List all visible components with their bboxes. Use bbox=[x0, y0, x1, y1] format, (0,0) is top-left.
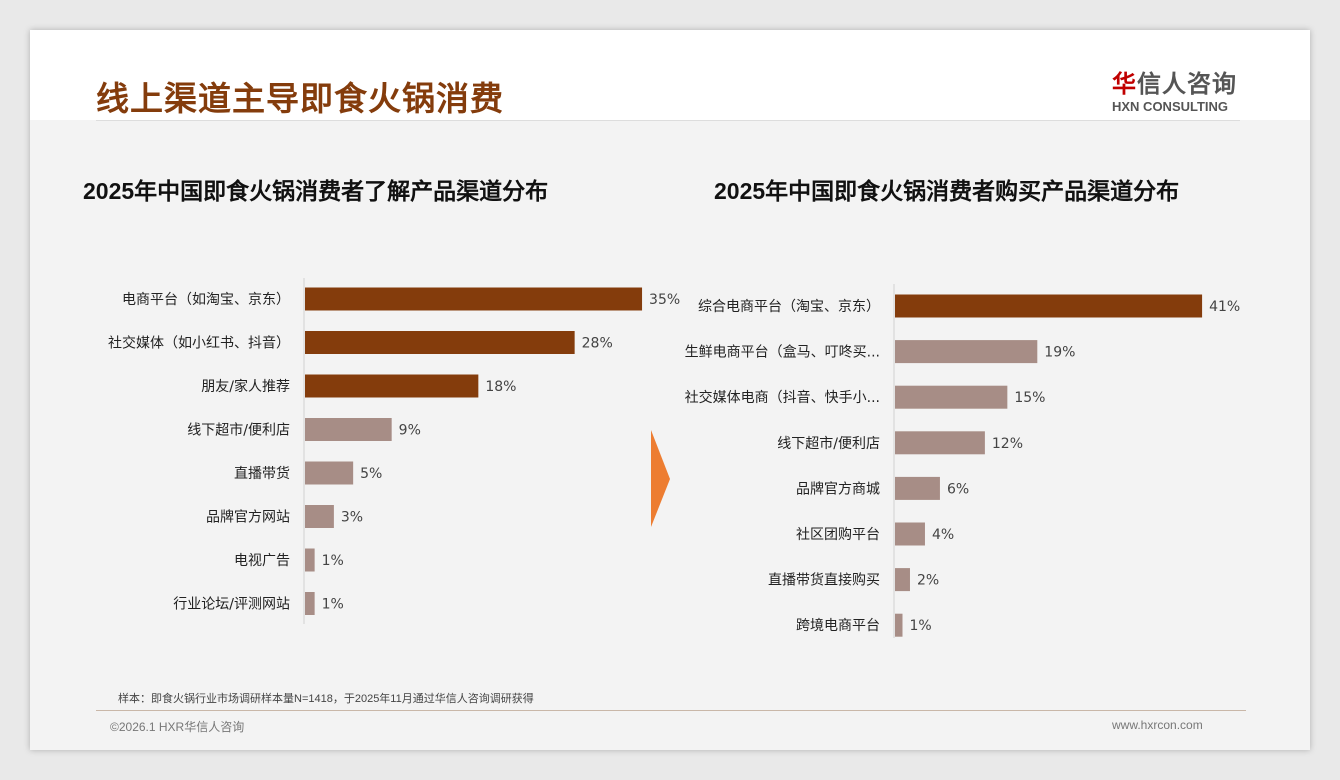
category-label: 行业论坛/评测网站 bbox=[173, 597, 290, 613]
logo-cn: 信人咨询 bbox=[1137, 71, 1237, 98]
page-title: 线上渠道主导即食火锅消费 bbox=[96, 80, 504, 117]
category-label: 社交媒体（如小红书、抖音） bbox=[108, 335, 290, 352]
value-label: 3% bbox=[341, 510, 363, 526]
website: www.hxrcon.com bbox=[1112, 718, 1203, 732]
category-label: 线下超市/便利店 bbox=[187, 422, 290, 439]
right-chart-title: 2025年中国即食火锅消费者购买产品渠道分布 bbox=[714, 178, 1180, 204]
value-label: 28% bbox=[582, 336, 613, 352]
bar bbox=[305, 374, 479, 398]
value-label: 6% bbox=[947, 481, 969, 497]
header-band bbox=[30, 30, 1310, 120]
bar bbox=[895, 340, 1038, 364]
logo: 华信人咨询 HXN CONSULTING bbox=[1112, 64, 1237, 114]
value-label: 35% bbox=[649, 292, 680, 308]
sample-note: 样本：即食火锅行业市场调研样本量N=1418，于2025年11月通过华信人咨询调… bbox=[118, 693, 534, 705]
bar bbox=[305, 331, 575, 354]
logo-en: HXN CONSULTING bbox=[1112, 99, 1229, 114]
category-label: 品牌官方商城 bbox=[796, 480, 880, 497]
value-label: 15% bbox=[1014, 390, 1045, 406]
bar bbox=[895, 431, 985, 455]
category-label: 朋友/家人推荐 bbox=[201, 378, 290, 395]
value-label: 18% bbox=[485, 379, 516, 395]
value-label: 1% bbox=[322, 553, 344, 569]
logo-mark: 华 bbox=[1112, 71, 1137, 98]
copyright: ©2026.1 HXR华信人咨询 bbox=[110, 720, 245, 734]
bar bbox=[305, 505, 334, 528]
category-label: 电商平台（如淘宝、京东） bbox=[122, 292, 290, 308]
left-chart-title: 2025年中国即食火锅消费者了解产品渠道分布 bbox=[83, 178, 549, 204]
category-label: 生鲜电商平台（盒马、叮咚买... bbox=[685, 344, 880, 361]
category-label: 跨境电商平台 bbox=[796, 618, 880, 634]
header-divider bbox=[96, 120, 1240, 121]
category-label: 社交媒体电商（抖音、快手小... bbox=[685, 389, 880, 406]
bar bbox=[895, 385, 1008, 409]
category-label: 直播带货直接购买 bbox=[768, 572, 880, 589]
value-label: 19% bbox=[1044, 345, 1075, 361]
category-label: 线下超市/便利店 bbox=[777, 435, 880, 452]
value-label: 12% bbox=[992, 436, 1023, 452]
value-label: 2% bbox=[917, 573, 939, 589]
bar bbox=[305, 461, 354, 485]
value-label: 9% bbox=[399, 423, 421, 439]
bar bbox=[305, 418, 392, 441]
bar bbox=[895, 522, 925, 546]
category-label: 综合电商平台（淘宝、京东） bbox=[698, 299, 880, 315]
footer-divider bbox=[96, 710, 1246, 711]
arrow-icon bbox=[651, 430, 670, 527]
bar bbox=[305, 287, 643, 311]
bar bbox=[305, 548, 315, 572]
bar bbox=[895, 294, 1203, 318]
value-label: 41% bbox=[1209, 299, 1240, 315]
value-label: 1% bbox=[909, 618, 931, 634]
value-label: 5% bbox=[360, 466, 382, 482]
category-label: 电视广告 bbox=[234, 553, 290, 569]
bar bbox=[895, 613, 903, 637]
slide: 线上渠道主导即食火锅消费 华信人咨询 HXN CONSULTING 2025年中… bbox=[30, 30, 1310, 750]
value-label: 4% bbox=[932, 527, 954, 543]
bar bbox=[305, 592, 315, 615]
value-label: 1% bbox=[322, 597, 344, 613]
category-label: 品牌官方网站 bbox=[206, 509, 290, 526]
bar bbox=[895, 568, 910, 592]
category-label: 直播带货 bbox=[234, 465, 290, 482]
category-label: 社区团购平台 bbox=[796, 527, 880, 543]
bar bbox=[895, 476, 940, 500]
